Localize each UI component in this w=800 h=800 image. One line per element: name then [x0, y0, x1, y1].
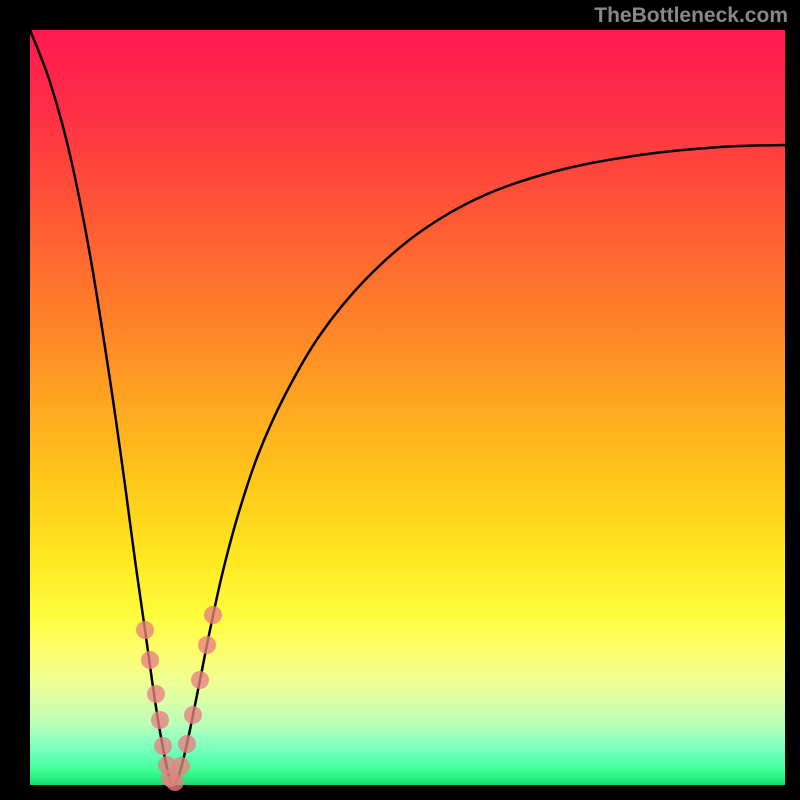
data-marker: [204, 606, 222, 624]
data-marker: [191, 671, 209, 689]
data-marker: [184, 706, 202, 724]
bottleneck-chart: [0, 0, 800, 800]
data-marker: [154, 737, 172, 755]
data-marker: [198, 636, 216, 654]
data-marker: [141, 651, 159, 669]
watermark-text: TheBottleneck.com: [594, 4, 788, 28]
data-marker: [136, 621, 154, 639]
plot-background: [30, 30, 785, 785]
data-marker: [178, 735, 196, 753]
data-marker: [166, 773, 184, 791]
data-marker: [172, 757, 190, 775]
data-marker: [147, 685, 165, 703]
data-marker: [151, 711, 169, 729]
